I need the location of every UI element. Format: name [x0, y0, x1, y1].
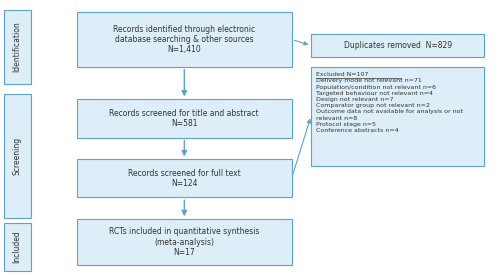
FancyBboxPatch shape — [77, 99, 292, 138]
Text: Included: Included — [12, 231, 22, 263]
Text: RCTs included in quantitative synthesis
(meta-analysis)
N=17: RCTs included in quantitative synthesis … — [109, 227, 260, 257]
FancyBboxPatch shape — [311, 67, 484, 166]
Text: Identification: Identification — [12, 22, 22, 72]
Text: Delivery mode not relevant n=71
Population/condition not relevant n=6
Targeted b: Delivery mode not relevant n=71 Populati… — [316, 78, 463, 133]
FancyBboxPatch shape — [4, 10, 30, 84]
FancyBboxPatch shape — [77, 12, 292, 67]
FancyBboxPatch shape — [4, 223, 30, 271]
Text: Duplicates removed  N=829: Duplicates removed N=829 — [344, 41, 452, 50]
Text: Excluded N=107: Excluded N=107 — [316, 72, 368, 77]
FancyBboxPatch shape — [4, 94, 30, 218]
Text: Screening: Screening — [12, 137, 22, 175]
FancyBboxPatch shape — [77, 219, 292, 265]
FancyBboxPatch shape — [311, 34, 484, 57]
Text: Records screened for full text
N=124: Records screened for full text N=124 — [128, 169, 240, 188]
Text: Records identified through electronic
database searching & other sources
N=1,410: Records identified through electronic da… — [113, 24, 256, 54]
Text: Records screened for title and abstract
N=581: Records screened for title and abstract … — [110, 109, 259, 128]
FancyBboxPatch shape — [77, 159, 292, 197]
